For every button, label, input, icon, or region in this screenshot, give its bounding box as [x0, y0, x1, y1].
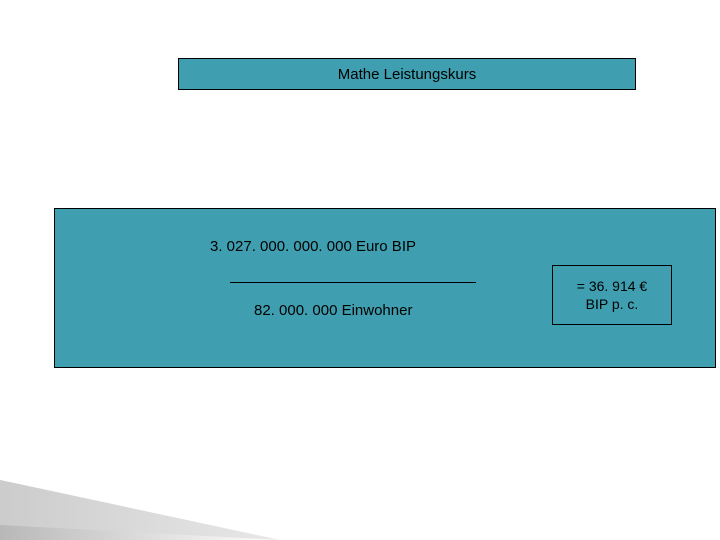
numerator-text: 3. 027. 000. 000. 000 Euro BIP [210, 238, 416, 255]
decorative-wedge [0, 420, 300, 540]
result-line2: BIP p. c. [577, 295, 647, 313]
result-box: = 36. 914 € BIP p. c. [552, 265, 672, 325]
denominator-text: 82. 000. 000 Einwohner [254, 302, 412, 319]
result-line1: = 36. 914 € [577, 277, 647, 295]
title-box: Mathe Leistungskurs [178, 58, 636, 90]
fraction-line [230, 282, 476, 283]
title-text: Mathe Leistungskurs [338, 66, 476, 83]
